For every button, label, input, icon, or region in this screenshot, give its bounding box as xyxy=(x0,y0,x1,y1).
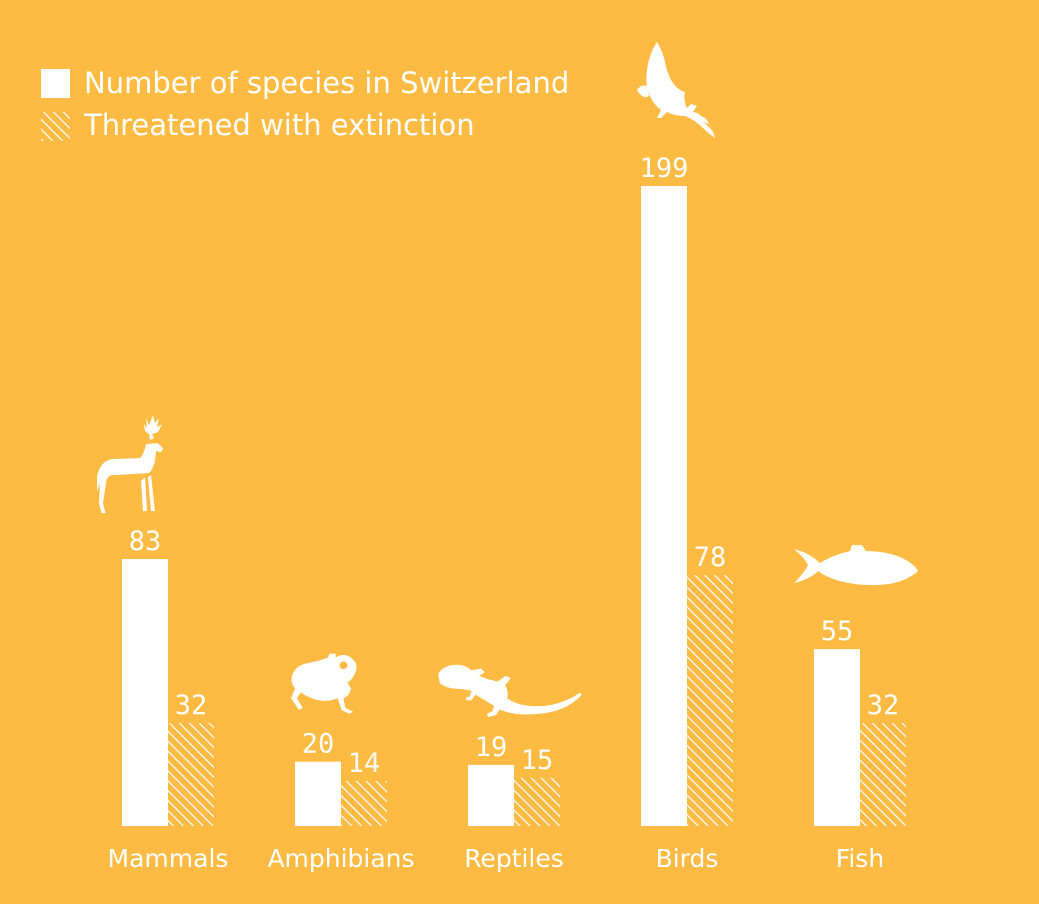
value-label-total-amphibians: 20 xyxy=(302,729,335,760)
bar-threatened-birds xyxy=(687,575,733,826)
eagle-icon xyxy=(637,42,715,138)
value-label-threatened-mammals: 32 xyxy=(175,690,208,721)
bar-threatened-mammals xyxy=(168,723,214,826)
bar-total-mammals xyxy=(122,559,168,826)
category-label-mammals: Mammals xyxy=(108,844,229,873)
bar-total-amphibians xyxy=(295,761,341,826)
value-label-threatened-amphibians: 14 xyxy=(348,748,381,779)
bar-threatened-reptiles xyxy=(514,777,560,826)
category-label-reptiles: Reptiles xyxy=(464,844,564,873)
legend-label-total: Number of species in Switzerland xyxy=(84,66,569,100)
bar-threatened-amphibians xyxy=(341,780,387,826)
value-label-total-birds: 199 xyxy=(640,153,689,184)
legend-label-threatened: Threatened with extinction xyxy=(83,108,475,142)
lizard-icon xyxy=(438,664,582,718)
bar-total-reptiles xyxy=(468,764,514,826)
bars-layer: 83 32 Mammals 20 14 Amphibians 19 15 Reptiles 199… xyxy=(97,42,918,873)
deer-icon xyxy=(97,415,163,514)
category-label-amphibians: Amphibians xyxy=(267,844,414,873)
frog-icon xyxy=(291,653,357,714)
bar-total-birds xyxy=(641,186,687,826)
legend-swatch-total xyxy=(41,69,70,98)
value-label-total-reptiles: 19 xyxy=(475,732,508,763)
bar-threatened-fish xyxy=(860,723,906,826)
bar-total-fish xyxy=(814,649,860,826)
category-label-fish: Fish xyxy=(836,844,884,873)
value-label-total-fish: 55 xyxy=(821,616,854,647)
category-label-birds: Birds xyxy=(656,844,719,873)
value-label-total-mammals: 83 xyxy=(129,526,162,557)
value-label-threatened-fish: 32 xyxy=(867,690,900,721)
value-label-threatened-birds: 78 xyxy=(694,542,727,573)
fish-icon xyxy=(794,545,918,586)
value-label-threatened-reptiles: 15 xyxy=(521,745,554,776)
legend-swatch-threatened xyxy=(41,112,70,141)
